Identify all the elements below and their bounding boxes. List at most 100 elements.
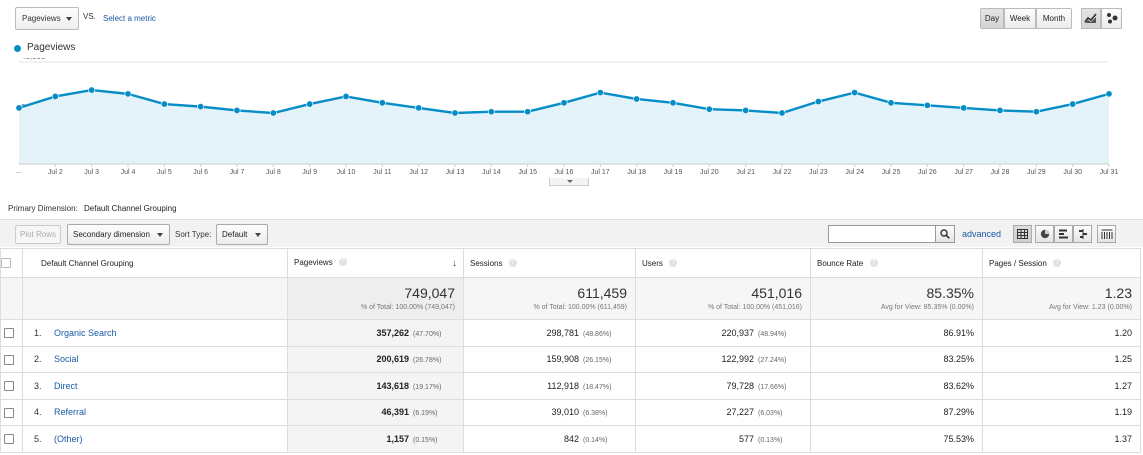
channel-link[interactable]: Direct bbox=[54, 380, 78, 391]
header-dimension[interactable]: Default Channel Grouping bbox=[22, 248, 288, 278]
sort-type-label: Sort Type: bbox=[175, 230, 212, 239]
view-pie-button[interactable] bbox=[1035, 225, 1054, 243]
data-point bbox=[88, 86, 96, 94]
row-checkbox-cell[interactable] bbox=[0, 425, 23, 453]
select-all-cell[interactable] bbox=[0, 248, 23, 278]
totals-pages-per-session: 1.23 Avg for View: 1.23 (0.00%) bbox=[982, 277, 1141, 320]
x-tick-label: Jul 22 bbox=[773, 169, 792, 176]
header-pageviews[interactable]: Pageviews ? ↓ bbox=[287, 248, 464, 278]
view-table-button[interactable] bbox=[1013, 225, 1032, 243]
line-chart-button[interactable] bbox=[1081, 8, 1101, 29]
row-sessions: 842 (0.14%) bbox=[463, 425, 636, 453]
secondary-dimension-dropdown[interactable]: Secondary dimension bbox=[67, 224, 170, 245]
data-point bbox=[160, 100, 168, 108]
week-button[interactable]: Week bbox=[1004, 8, 1036, 29]
line-chart-icon bbox=[1084, 13, 1097, 23]
x-tick-label: Jul 31 bbox=[1100, 169, 1119, 176]
channel-link[interactable]: (Other) bbox=[54, 433, 83, 444]
row-sessions-pct: (0.14%) bbox=[583, 436, 608, 444]
advanced-filter-link[interactable]: advanced bbox=[962, 229, 1002, 239]
header-bounce-rate-label: Bounce Rate bbox=[817, 258, 864, 268]
channel-link[interactable]: Social bbox=[54, 354, 79, 365]
row-pageviews-pct: (0.15%) bbox=[413, 436, 438, 444]
channel-link[interactable]: Organic Search bbox=[54, 327, 117, 338]
view-comparison-button[interactable] bbox=[1073, 225, 1092, 243]
data-point bbox=[269, 109, 277, 117]
row-checkbox[interactable] bbox=[4, 354, 14, 365]
help-icon[interactable]: ? bbox=[338, 258, 347, 267]
x-tick-label: Jul 3 bbox=[84, 169, 99, 176]
help-icon[interactable]: ? bbox=[669, 259, 678, 268]
row-index: 3. bbox=[34, 380, 42, 391]
totals-pageviews-value: 749,047 bbox=[404, 285, 455, 301]
select-all-checkbox[interactable] bbox=[1, 258, 11, 268]
help-icon[interactable]: ? bbox=[1053, 259, 1062, 268]
channel-link[interactable]: Referral bbox=[54, 407, 87, 418]
x-tick-label: Jul 21 bbox=[736, 169, 755, 176]
totals-bounce-rate: 85.35% Avg for View: 85.35% (0.00%) bbox=[810, 277, 983, 320]
motion-chart-button[interactable] bbox=[1101, 8, 1122, 29]
view-performance-button[interactable] bbox=[1054, 225, 1073, 243]
row-bounce-rate: 83.62% bbox=[810, 372, 983, 400]
row-sessions-pct: (6.38%) bbox=[583, 410, 608, 418]
row-checkbox[interactable] bbox=[4, 328, 14, 339]
view-pivot-button[interactable] bbox=[1097, 225, 1116, 243]
help-icon[interactable]: ? bbox=[508, 259, 517, 268]
month-button[interactable]: Month bbox=[1036, 8, 1072, 29]
row-bounce-rate: 86.91% bbox=[810, 319, 983, 347]
chevron-down-icon bbox=[157, 233, 163, 237]
row-users-pct: (0.13%) bbox=[758, 436, 783, 444]
row-pageviews-value: 200,619 bbox=[376, 354, 409, 365]
row-checkbox[interactable] bbox=[4, 381, 14, 392]
table-row: 5. (Other) 1,157 (0.15%) 842 (0.14%) 577 (0.13%… bbox=[0, 425, 1141, 453]
x-tick-label: Jul 4 bbox=[121, 169, 136, 176]
x-tick-label: Jul 12 bbox=[409, 169, 428, 176]
data-point bbox=[887, 99, 895, 107]
x-tick-label: Jul 6 bbox=[193, 169, 208, 176]
x-tick-label: ... bbox=[16, 168, 22, 175]
chevron-down-icon bbox=[567, 180, 573, 183]
header-sessions[interactable]: Sessions ? bbox=[463, 248, 636, 278]
data-point bbox=[1105, 90, 1113, 98]
header-bounce-rate[interactable]: Bounce Rate ? bbox=[810, 248, 983, 278]
header-users[interactable]: Users ? bbox=[635, 248, 811, 278]
totals-empty-cell bbox=[0, 277, 23, 320]
select-metric-link[interactable]: Select a metric bbox=[103, 14, 156, 23]
search-button[interactable] bbox=[935, 225, 955, 243]
row-checkbox-cell[interactable] bbox=[0, 319, 23, 347]
data-point bbox=[996, 106, 1004, 114]
day-button[interactable]: Day bbox=[980, 8, 1004, 29]
row-pageviews: 200,619 (26.78%) bbox=[287, 345, 464, 373]
totals-pageviews-sub: % of Total: 100.00% (749,047) bbox=[360, 304, 455, 311]
row-checkbox[interactable] bbox=[4, 407, 14, 418]
row-sessions: 298,781 (48.86%) bbox=[463, 319, 636, 347]
row-sessions-value: 298,781 bbox=[546, 327, 579, 338]
row-channel: 2. Social bbox=[22, 345, 288, 373]
totals-bounce-rate-value: 85.35% bbox=[926, 285, 974, 301]
x-tick-label: Jul 26 bbox=[918, 169, 937, 176]
header-pages-per-session[interactable]: Pages / Session ? bbox=[982, 248, 1141, 278]
vs-label: VS. bbox=[83, 12, 96, 21]
metric-dropdown[interactable]: Pageviews bbox=[15, 7, 79, 30]
help-icon[interactable]: ? bbox=[869, 259, 878, 268]
row-pageviews-value: 357,262 bbox=[376, 327, 409, 338]
totals-pages-per-session-sub: Avg for View: 1.23 (0.00%) bbox=[1048, 304, 1132, 311]
row-checkbox-cell[interactable] bbox=[0, 398, 23, 426]
totals-pages-per-session-value: 1.23 bbox=[1104, 285, 1132, 301]
totals-users: 451,016 % of Total: 100.00% (451,016) bbox=[635, 277, 811, 320]
row-checkbox-cell[interactable] bbox=[0, 345, 23, 373]
x-tick-label: Jul 25 bbox=[882, 169, 901, 176]
chart-collapse-handle[interactable] bbox=[549, 178, 589, 186]
sort-type-dropdown[interactable]: Default bbox=[216, 224, 268, 245]
row-checkbox-cell[interactable] bbox=[0, 372, 23, 400]
row-channel: 1. Organic Search bbox=[22, 319, 288, 347]
row-users-pct: (17.66%) bbox=[758, 383, 787, 391]
table-toolbar: Plot Rows Secondary dimension Sort Type:… bbox=[0, 219, 1143, 247]
row-users: 220,937 (48.94%) bbox=[635, 319, 811, 347]
plot-rows-button[interactable]: Plot Rows bbox=[15, 225, 61, 244]
table-header-row: Default Channel Grouping Pageviews ? ↓ S… bbox=[0, 248, 1141, 278]
search-icon bbox=[940, 229, 950, 239]
row-checkbox[interactable] bbox=[4, 434, 14, 445]
table-search-input[interactable] bbox=[828, 225, 936, 243]
row-pages-per-session: 1.25 bbox=[982, 345, 1141, 373]
